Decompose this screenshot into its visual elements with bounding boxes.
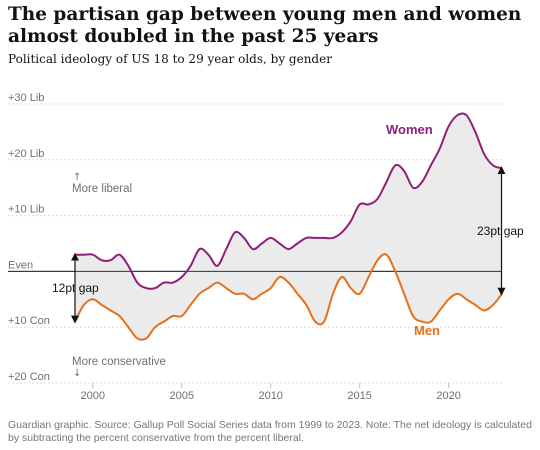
y-tick-label: Even	[8, 259, 33, 271]
y-tick-label: +10 Con	[8, 315, 50, 327]
x-tick-label: 2010	[258, 390, 282, 402]
women-series-label: Women	[386, 122, 433, 137]
start-gap-label: 12pt gap	[52, 281, 99, 295]
y-tick-label: +30 Lib	[8, 92, 44, 104]
women-line	[75, 112, 503, 290]
x-tick-label: 2000	[81, 390, 105, 402]
x-tick-label: 2005	[170, 390, 194, 402]
x-tick-label: 2020	[436, 390, 460, 402]
y-tick-label: +20 Con	[8, 371, 50, 383]
x-tick-label: 2015	[347, 390, 371, 402]
y-tick-label: +20 Lib	[8, 148, 44, 160]
x-axis: 2000 2005 2010 2015 2020	[81, 383, 461, 402]
men-line	[74, 253, 503, 341]
up-arrow-icon: ↑	[73, 172, 81, 183]
gap-area	[8, 113, 502, 340]
down-arrow-icon: ↓	[73, 368, 81, 379]
men-series-label: Men	[414, 323, 440, 338]
chart-title: The partisan gap between young men and w…	[8, 4, 522, 47]
gap-indicators	[71, 166, 506, 324]
source-note: Guardian graphic. Source: Gallup Poll So…	[8, 419, 532, 444]
y-tick-label: +10 Lib	[8, 204, 44, 216]
end-gap-label: 23pt gap	[477, 224, 524, 238]
gap-fill	[75, 113, 502, 340]
more-liberal-label: More liberal	[72, 183, 132, 195]
chart-annotations: ↑ More liberal More conservative ↓ 12pt …	[52, 122, 524, 379]
series-lines	[74, 112, 503, 341]
chart-subtitle: Political ideology of US 18 to 29 year o…	[8, 52, 332, 66]
more-conservative-label: More conservative	[72, 356, 166, 368]
